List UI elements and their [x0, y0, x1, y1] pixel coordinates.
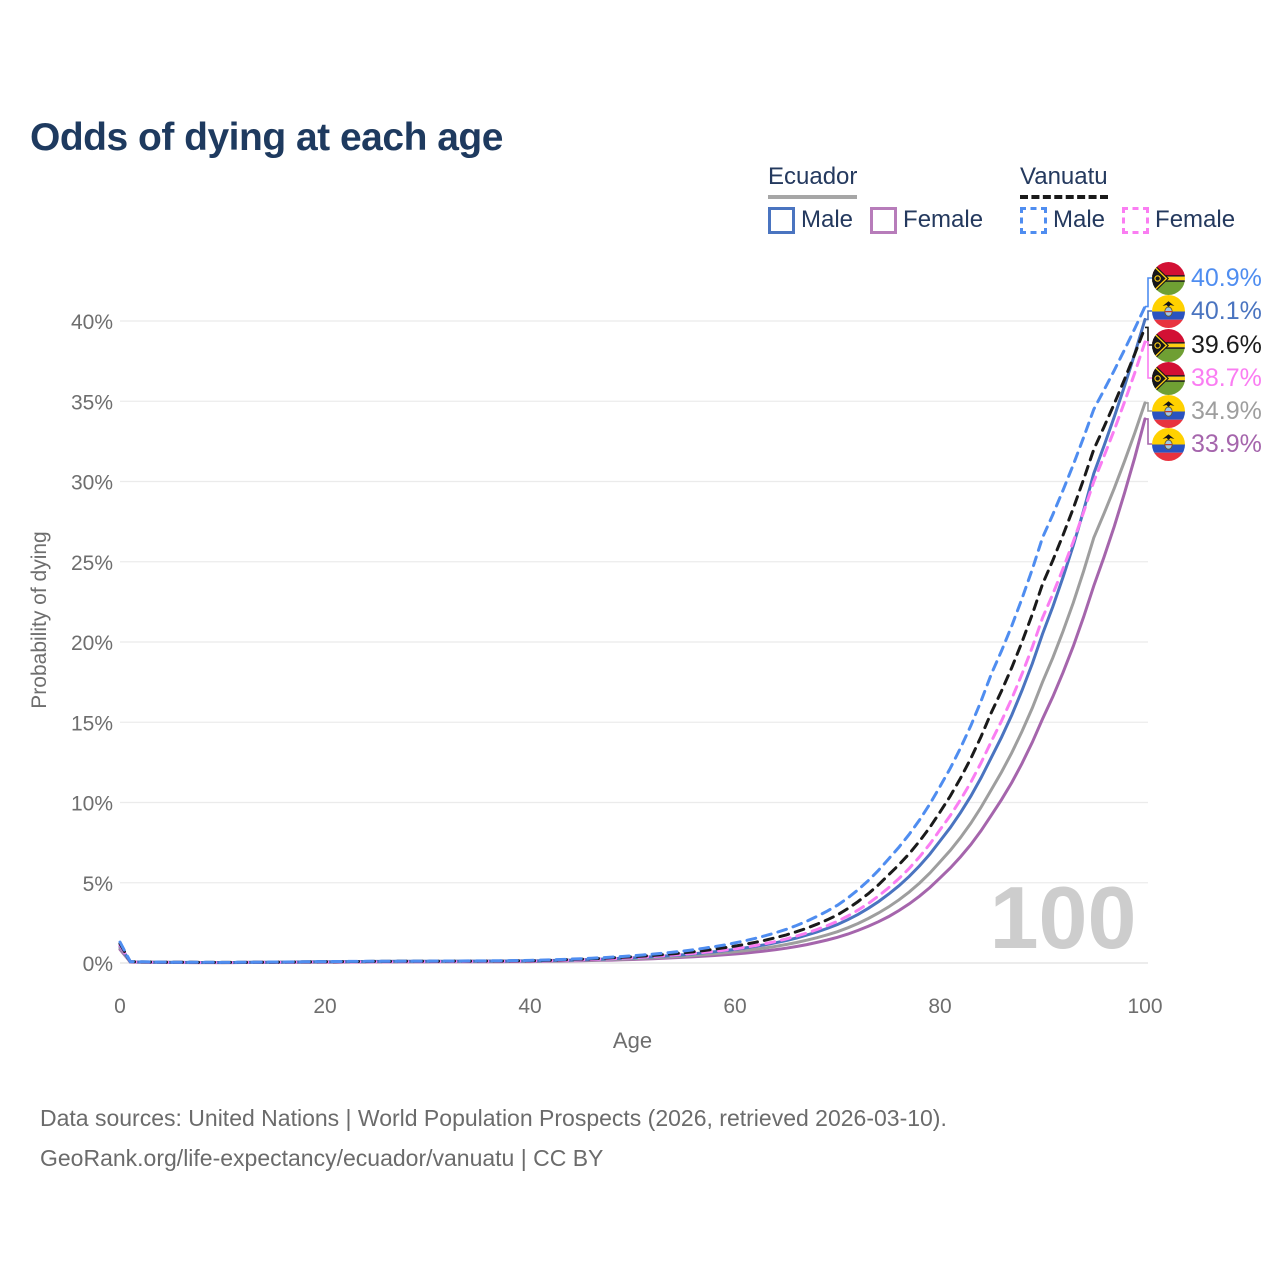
- y-tick-label: 25%: [71, 552, 113, 575]
- label-leader-line: [1145, 402, 1152, 412]
- legend-item-label: Female: [903, 206, 984, 233]
- legend-group-ecuador: Ecuador Male Female: [768, 163, 983, 234]
- legend-item-vanuatu-male[interactable]: Male: [1020, 206, 1105, 234]
- ecuador-flag-icon: [1152, 427, 1185, 461]
- y-tick-label: 40%: [71, 311, 113, 334]
- end-label-vanuatu-both: 39.6%: [1152, 328, 1262, 362]
- page-title: Odds of dying at each age: [30, 116, 503, 160]
- legend-item-label: Male: [1053, 206, 1106, 233]
- y-tick-label: 30%: [71, 472, 113, 495]
- ecuador-male-swatch-icon: [768, 206, 795, 234]
- y-tick-label: 35%: [71, 391, 113, 414]
- end-label-vanuatu-male: 40.9%: [1152, 261, 1262, 295]
- end-value-label: 34.9%: [1191, 396, 1262, 425]
- y-tick-label: 5%: [83, 873, 113, 896]
- x-tick-label: 0: [114, 995, 126, 1018]
- end-label-ecuador-female: 33.9%: [1152, 427, 1262, 461]
- y-tick-label: 15%: [71, 712, 113, 735]
- series-line-vanuatu-male[interactable]: [118, 305, 1147, 964]
- end-label-ecuador-both: 34.9%: [1152, 394, 1262, 428]
- end-value-label: 40.1%: [1191, 296, 1262, 325]
- legend-header-vanuatu[interactable]: Vanuatu: [1020, 163, 1108, 199]
- vanuatu-male-swatch-icon: [1020, 206, 1047, 234]
- data-sources-note: Data sources: United Nations | World Pop…: [40, 1105, 947, 1131]
- series-line-ecuador-male[interactable]: [118, 317, 1147, 964]
- label-leader-line: [1145, 326, 1152, 346]
- legend-item-ecuador-female[interactable]: Female: [870, 206, 983, 234]
- y-axis-title: Probability of dying: [28, 531, 51, 708]
- label-leader-line: [1145, 310, 1152, 321]
- legend-header-ecuador[interactable]: Ecuador: [768, 163, 858, 199]
- y-tick-label: 20%: [71, 632, 113, 655]
- y-tick-label: 10%: [71, 793, 113, 816]
- ecuador-flag-icon: [1152, 394, 1185, 428]
- vanuatu-female-swatch-icon: [1122, 206, 1150, 234]
- vanuatu-flag-icon: [1152, 261, 1185, 295]
- legend-item-label: Female: [1155, 206, 1236, 233]
- ecuador-flag-icon: [1152, 294, 1185, 328]
- attribution-note: GeoRank.org/life-expectancy/ecuador/vanu…: [40, 1145, 604, 1171]
- end-label-ecuador-male: 40.1%: [1152, 294, 1262, 328]
- end-value-label: 33.9%: [1191, 429, 1262, 458]
- x-tick-label: 60: [723, 995, 746, 1018]
- ecuador-female-swatch-icon: [870, 206, 898, 234]
- x-tick-label: 40: [518, 995, 541, 1018]
- end-value-label: 39.6%: [1191, 330, 1262, 359]
- label-leader-line: [1145, 277, 1152, 308]
- legend-item-ecuador-male[interactable]: Male: [768, 206, 853, 234]
- vanuatu-flag-icon: [1152, 328, 1185, 362]
- end-label-vanuatu-female: 38.7%: [1152, 361, 1262, 395]
- y-tick-label: 0%: [83, 953, 113, 976]
- label-leader-line: [1145, 341, 1152, 379]
- x-tick-label: 80: [928, 995, 951, 1018]
- x-axis-title: Age: [613, 1028, 652, 1053]
- end-value-label: 38.7%: [1191, 363, 1262, 392]
- legend-item-vanuatu-female[interactable]: Female: [1122, 206, 1235, 234]
- legend-group-vanuatu: Vanuatu Male Female: [1020, 163, 1235, 234]
- vanuatu-flag-icon: [1152, 361, 1185, 395]
- x-tick-label: 20: [313, 995, 336, 1018]
- hover-age-watermark: 100: [990, 868, 1137, 967]
- legend-item-label: Male: [801, 206, 854, 233]
- x-tick-label: 100: [1127, 995, 1162, 1018]
- label-leader-line: [1145, 418, 1152, 445]
- end-value-label: 40.9%: [1191, 263, 1262, 292]
